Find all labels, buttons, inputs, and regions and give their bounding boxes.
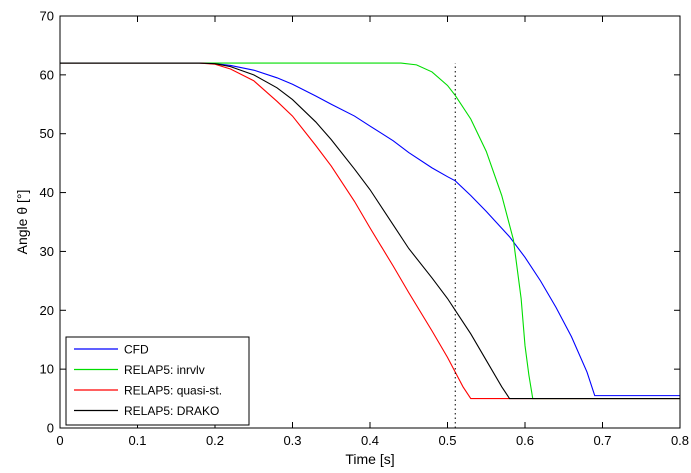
series-line-relap5-quasi-st — [60, 62, 680, 400]
x-tick-label: 0.8 — [671, 433, 689, 448]
x-tick-label: 0.1 — [128, 433, 146, 448]
series-layer — [60, 62, 680, 400]
y-tick-label: 40 — [40, 185, 54, 200]
x-tick-label: 0.2 — [206, 433, 224, 448]
y-tick-label: 10 — [40, 362, 54, 377]
legend-label: RELAP5: inrvlv — [124, 363, 205, 377]
legend-label: RELAP5: quasi-st. — [124, 384, 222, 398]
x-tick-label: 0.6 — [516, 433, 534, 448]
series-line-relap5-inrvlv — [60, 62, 680, 400]
y-tick-label: 20 — [40, 303, 54, 318]
y-tick-label: 0 — [47, 421, 54, 436]
ticks-layer: 0 0.1 0.2 0.3 0.4 0.5 0.6 0.7 0.8 0 10 20 30 40 50 60 70 — [40, 9, 690, 449]
series-line-cfd — [60, 62, 680, 397]
legend-label: CFD — [124, 343, 149, 357]
x-tick-label: 0.5 — [438, 433, 456, 448]
y-tick-label: 70 — [40, 9, 54, 24]
y-tick-label: 30 — [40, 244, 54, 259]
x-tick-label: 0.3 — [283, 433, 301, 448]
x-tick-label: 0.4 — [361, 433, 379, 448]
x-tick-label: 0.7 — [593, 433, 611, 448]
series-line-relap5-drako — [60, 62, 680, 400]
x-tick-label: 0 — [56, 433, 63, 448]
y-tick-label: 60 — [40, 67, 54, 82]
y-axis-label: Angle θ [°] — [14, 190, 30, 255]
legend-label: RELAP5: DRAKO — [124, 404, 219, 418]
x-axis-label: Time [s] — [345, 451, 394, 467]
legend: CFD RELAP5: inrvlv RELAP5: quasi-st. RELAP5… — [65, 336, 250, 426]
y-tick-label: 50 — [40, 126, 54, 141]
